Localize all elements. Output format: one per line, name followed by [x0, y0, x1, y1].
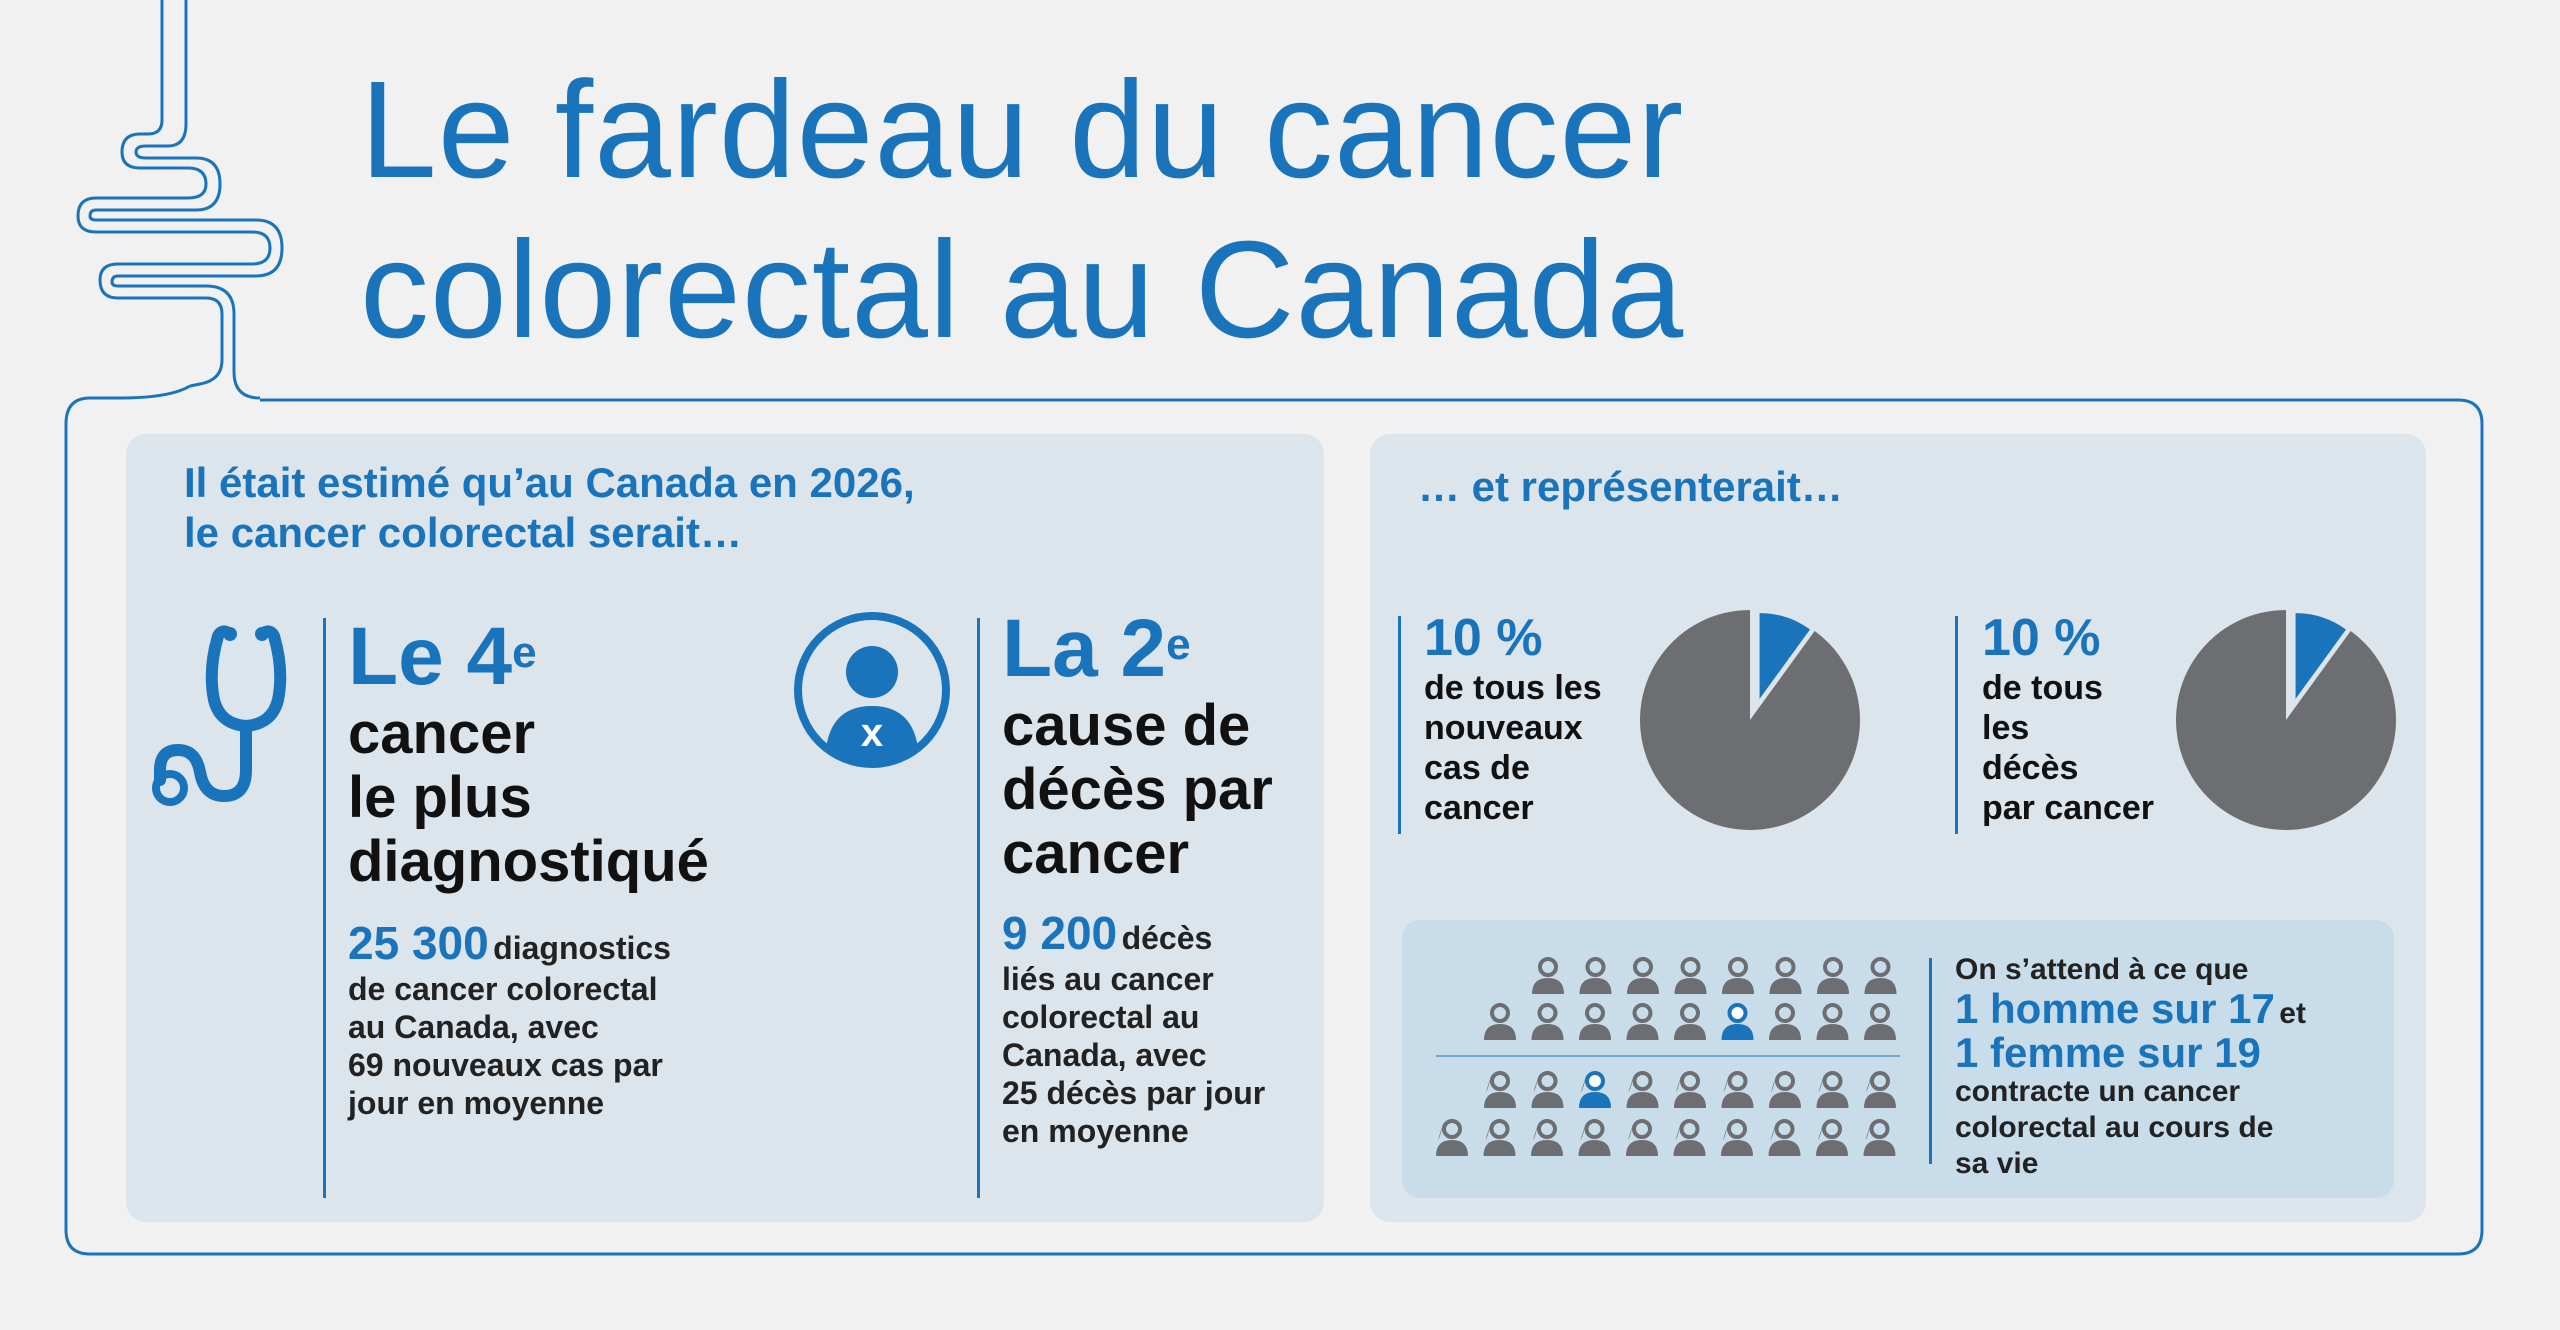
man-icon — [1722, 957, 1754, 994]
man-icon — [1579, 1003, 1611, 1040]
man-highlighted-icon — [1721, 1003, 1754, 1040]
woman-icon — [1721, 1119, 1753, 1156]
people-divider — [1929, 958, 1932, 1164]
man-icon — [1627, 957, 1659, 994]
man-icon — [1531, 1003, 1564, 1040]
woman-highlighted-icon — [1579, 1071, 1611, 1108]
title-line-1: Le fardeau du cancer — [360, 53, 1685, 207]
pie2-highlight-slice — [2295, 613, 2346, 699]
card1: Le 4e cancer le plus diagnostiqué 25 300… — [348, 612, 788, 1122]
woman-icon — [1626, 1119, 1658, 1156]
woman-icon — [1816, 1071, 1849, 1108]
card2-divider — [977, 618, 980, 1198]
right-intro: … et représenterait… — [1418, 463, 1843, 510]
man-icon — [1817, 957, 1849, 994]
pie1-highlight-slice — [1759, 613, 1810, 699]
woman-icon — [1436, 1119, 1468, 1156]
woman-icon — [1673, 1119, 1706, 1156]
woman-icon — [1626, 1071, 1659, 1108]
card2-heading: La 2e — [1002, 603, 1191, 694]
stethoscope-icon — [152, 625, 287, 806]
man-icon — [1816, 1003, 1849, 1040]
woman-icon — [1674, 1071, 1706, 1108]
card1-stat: 25 300 diagnostics de cancer colorectal … — [348, 917, 671, 1121]
pie1-divider — [1398, 616, 1401, 834]
woman-icon — [1769, 1071, 1801, 1108]
pie2-label: 10 % de tous les décès par cancer — [1982, 609, 2154, 827]
woman-icon — [1864, 1071, 1896, 1108]
left-intro-line-1: Il était estimé qu’au Canada en 2026, — [184, 459, 915, 506]
man-icon — [1864, 1003, 1896, 1040]
people-text: On s’attend à ce que 1 homme sur 17 et 1… — [1955, 953, 2306, 1180]
woman-icon — [1531, 1119, 1563, 1156]
man-icon — [1769, 1003, 1801, 1040]
people-panel — [1402, 920, 2394, 1198]
man-icon — [1674, 1003, 1706, 1040]
woman-icon — [1484, 1071, 1516, 1108]
man-icon — [1674, 957, 1707, 994]
woman-icon — [1721, 1071, 1754, 1108]
man-icon — [1864, 957, 1897, 994]
man-icon — [1626, 1003, 1659, 1040]
pie1-rest-slice — [1640, 610, 1860, 830]
left-intro-line-2: le cancer colorectal serait… — [184, 509, 742, 556]
woman-icon — [1863, 1119, 1896, 1156]
card1-divider — [323, 618, 326, 1198]
people-icon-grid — [1436, 957, 1900, 1156]
man-icon — [1532, 957, 1564, 994]
woman-icon — [1578, 1119, 1611, 1156]
woman-icon — [1531, 1071, 1564, 1108]
man-icon — [1769, 957, 1802, 994]
woman-icon — [1768, 1119, 1801, 1156]
woman-icon — [1816, 1119, 1848, 1156]
pie1-label: 10 % de tous les nouveaux cas de cancer — [1424, 609, 1602, 827]
man-icon — [1484, 1003, 1516, 1040]
card2-stat: 9 200 décès liés au cancer colorectal au… — [1002, 907, 1266, 1149]
card2-sub: cause de décès par cancer — [1002, 693, 1273, 886]
man-icon — [1579, 957, 1612, 994]
pie2-rest-slice — [2176, 610, 2396, 830]
page-title: Le fardeau du cancer colorectal au Canad… — [360, 50, 1684, 370]
card1-heading: Le 4e — [348, 611, 537, 702]
card1-sub: cancer le plus diagnostiqué — [348, 701, 709, 894]
title-line-2: colorectal au Canada — [360, 213, 1685, 367]
left-intro: Il était estimé qu’au Canada en 2026, le… — [184, 458, 915, 558]
pie-chart-deaths — [2176, 610, 2396, 830]
card2: La 2e cause de décès par cancer 9 200 dé… — [1002, 604, 1322, 1150]
pie-chart-new-cases — [1640, 610, 1860, 830]
woman-icon — [1483, 1119, 1516, 1156]
person-x-icon: x — [794, 612, 950, 768]
person-x-letter: x — [861, 711, 883, 755]
pie2-divider — [1955, 616, 1958, 834]
